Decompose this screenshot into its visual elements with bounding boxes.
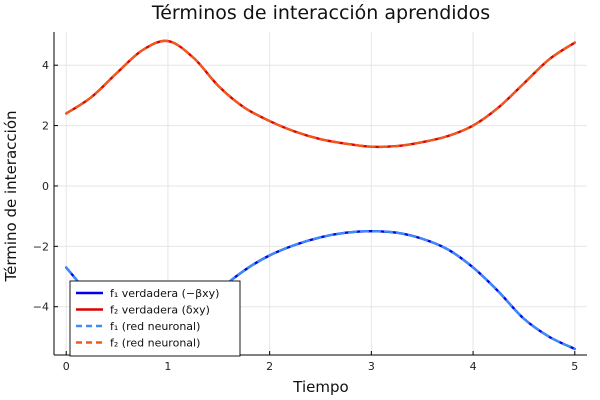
y-tick-label-1: −2 (33, 240, 49, 253)
y-tick-label-2: 0 (42, 180, 49, 193)
y-axis-title: Término de interacción (2, 111, 20, 283)
x-tick-label-2: 2 (266, 360, 273, 373)
legend-label-4: f₂ (red neuronal) (110, 337, 200, 350)
chart-title: Términos de interacción aprendidos (151, 2, 490, 24)
x-tick-label-4: 4 (470, 360, 477, 373)
y-axis-ticks: −4 −2 0 2 4 (33, 59, 58, 314)
x-tick-label-0: 0 (63, 360, 70, 373)
x-tick-label-3: 3 (368, 360, 375, 373)
series-line-3 (65, 230, 576, 353)
x-tick-label-1: 1 (164, 360, 171, 373)
grid (54, 32, 587, 355)
legend-label-2: f₂ verdadera (δxy) (110, 304, 210, 317)
legend: f₁ verdadera (−βxy) f₂ verdadera (δxy) f₁ … (69, 280, 241, 357)
x-axis-ticks: 0 1 2 3 4 5 (63, 351, 578, 373)
y-tick-label-3: 2 (42, 120, 49, 133)
y-tick-label-0: −4 (33, 301, 49, 314)
legend-label-3: f₁ (red neuronal) (110, 320, 200, 333)
x-axis-title: Tiempo (292, 378, 348, 396)
x-tick-label-5: 5 (571, 360, 578, 373)
legend-label-1: f₁ verdadera (−βxy) (110, 287, 219, 300)
y-tick-label-4: 4 (42, 59, 49, 72)
series-line-4 (65, 39, 576, 148)
